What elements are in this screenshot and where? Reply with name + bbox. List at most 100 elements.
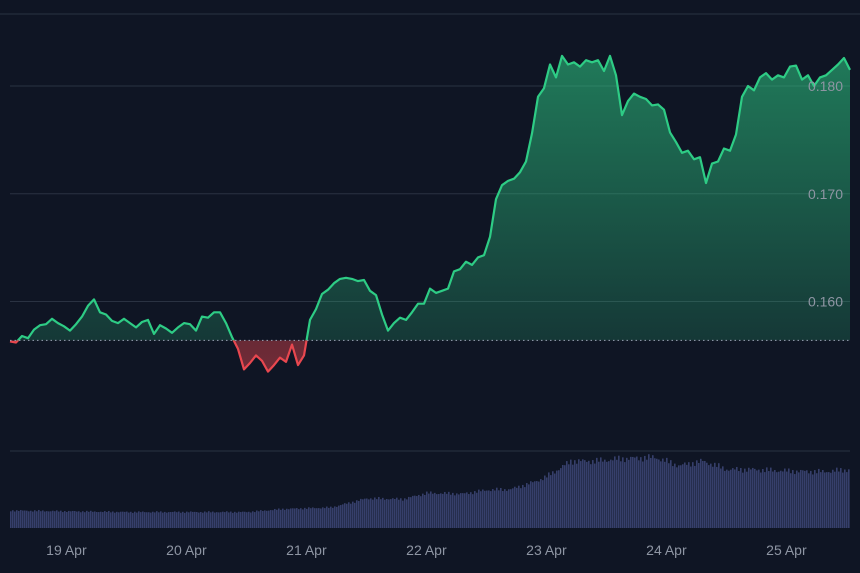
volume-bar [316,508,318,528]
volume-bar [158,512,160,528]
volume-bar [442,493,444,528]
volume-bar [784,468,786,528]
volume-bar [278,508,280,528]
volume-bar [490,491,492,528]
volume-bar [824,472,826,528]
volume-bar [594,463,596,528]
volume-bar [46,511,48,528]
volume-bar [724,470,726,528]
price-line-up [10,54,851,341]
volume-bar [648,454,650,528]
volume-bar [454,495,456,528]
volume-bar [746,471,748,528]
volume-bar [198,512,200,528]
volume-bar [656,458,658,528]
volume-bar [614,456,616,528]
volume-bar [806,470,808,528]
volume-bar [156,511,158,528]
volume-bar [58,511,60,528]
volume-bar [314,508,316,528]
volume-bar [370,498,372,528]
volume-bar [488,490,490,528]
volume-bar [428,493,430,528]
volume-bar [360,498,362,528]
volume-bar [62,512,64,528]
volume-bar [382,497,384,528]
volume-bar [718,463,720,528]
volume-bar [772,471,774,528]
volume-bar [516,487,518,528]
volume-bar [640,457,642,528]
volume-bar [576,463,578,528]
volume-bar [556,470,558,528]
volume-bar [238,511,240,528]
volume-bar [96,512,98,528]
volume-bar [834,471,836,528]
volume-bar [704,460,706,528]
volume-bar [738,471,740,528]
volume-bar [630,456,632,528]
volume-bar [568,464,570,528]
volume-bar [94,511,96,528]
volume-bar [504,489,506,528]
volume-bar [550,475,552,528]
volume-bar [684,462,686,528]
volume-bar [562,464,564,528]
volume-bar [570,459,572,528]
volume-bar [166,512,168,528]
volume-bar [228,512,230,528]
volume-bar [280,509,282,528]
volume-bar [32,511,34,528]
volume-bar [354,502,356,528]
volume-bar [140,512,142,528]
volume-bar [464,493,466,528]
volume-bar [688,462,690,528]
volume-bar [350,503,352,528]
volume-bar [510,489,512,528]
volume-bar [322,507,324,528]
volume-bar [500,487,502,528]
volume-bar [186,511,188,528]
volume-bar [300,508,302,528]
volume-bar [214,512,216,528]
volume-bar [652,455,654,528]
x-tick-label: 21 Apr [286,542,327,558]
volume-bar [72,510,74,528]
volume-bar [524,487,526,528]
area-up-fill [18,55,850,341]
volume-bar [754,468,756,528]
volume-bar [372,499,374,528]
volume-bar [174,511,176,528]
volume-bar [126,511,128,528]
volume-bar [22,510,24,528]
volume-bar [424,494,426,528]
volume-bar [56,510,58,528]
volume-bar [642,461,644,528]
volume-bar [532,482,534,528]
volume-bar [394,498,396,528]
volume-bar [182,511,184,528]
volume-bar [292,508,294,528]
volume-bar [216,512,218,528]
x-tick-label: 25 Apr [766,542,807,558]
volume-bar [82,511,84,528]
volume-bar [606,461,608,528]
volume-bar [566,461,568,528]
volume-bar [90,510,92,528]
volume-bar [508,489,510,528]
volume-bar [106,511,108,528]
volume-bar [392,498,394,528]
volume-bar [498,490,500,528]
volume-bar [20,510,22,528]
volume-bar [660,461,662,528]
volume-bar [766,467,768,528]
y-tick-label: 0.170 [808,186,843,202]
volume-bar [546,477,548,528]
volume-bar [552,471,554,528]
volume-bar [112,511,114,528]
volume-bar [626,457,628,528]
volume-bar [770,467,772,528]
volume-bar [188,512,190,528]
volume-bar [792,470,794,528]
